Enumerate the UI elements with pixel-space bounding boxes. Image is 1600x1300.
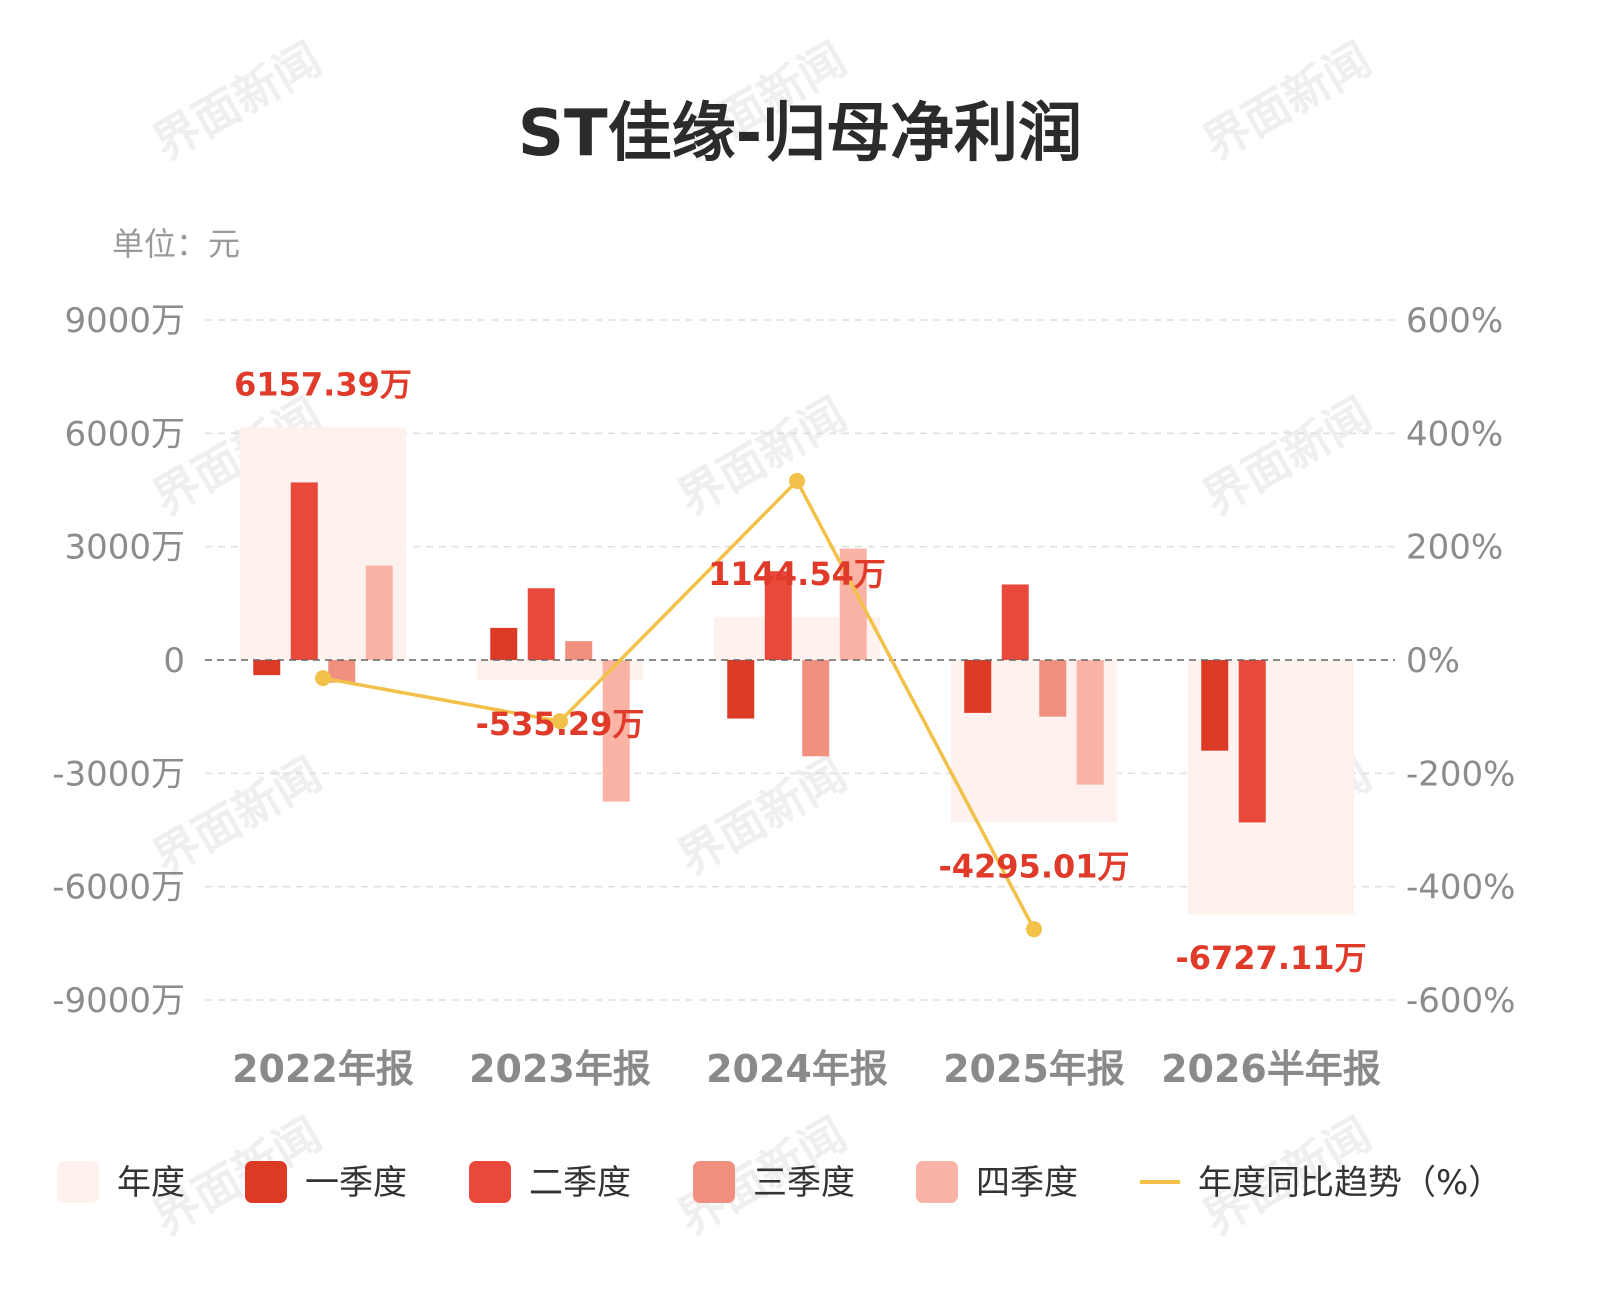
- annual-value-label: -4295.01万: [938, 847, 1129, 885]
- x-axis: 2022年报 2023年报 2024年报 2025年报 2026半年报: [232, 1047, 1381, 1091]
- quarter-bar: [253, 660, 281, 676]
- legend-swatch: [916, 1161, 958, 1203]
- y-axis-left: 9000万 6000万 3000万 0 -3000万 -6000万 -9000万: [52, 301, 185, 1021]
- y-left-tick-label: -9000万: [52, 981, 185, 1021]
- quarter-bar: [328, 660, 356, 683]
- watermark-text: 界面新闻: [144, 32, 330, 171]
- legend-label: 二季度: [529, 1163, 631, 1203]
- chart-title: ST佳缘-归母净利润: [518, 97, 1082, 171]
- legend-swatch: [57, 1161, 99, 1203]
- y-right-tick-label: -600%: [1406, 981, 1515, 1021]
- trend-point: [552, 713, 568, 730]
- y-left-tick-label: 0: [163, 641, 185, 681]
- legend-label: 年度: [117, 1163, 185, 1203]
- quarter-bars: [253, 482, 1266, 823]
- x-tick-label: 2023年报: [469, 1047, 651, 1091]
- trend-polyline: [322, 478, 1036, 930]
- annual-value-label: 6157.39万: [234, 365, 412, 403]
- y-right-tick-label: -400%: [1406, 868, 1515, 908]
- x-tick-label: 2022年报: [232, 1047, 414, 1091]
- watermark-text: 界面新闻: [1194, 32, 1380, 171]
- y-left-tick-label: -6000万: [52, 868, 185, 908]
- annual-bar: [477, 660, 643, 681]
- legend-swatch: [245, 1161, 287, 1203]
- x-tick-label: 2026半年报: [1161, 1047, 1381, 1091]
- quarter-bar: [565, 641, 593, 660]
- quarter-bar: [764, 571, 792, 660]
- legend-label: 四季度: [976, 1163, 1078, 1203]
- trend-point: [1026, 921, 1042, 938]
- y-right-tick-label: 200%: [1406, 528, 1503, 568]
- quarter-bar: [1076, 660, 1104, 785]
- y-right-tick-label: 0%: [1406, 641, 1460, 681]
- watermark-text: 界面新闻: [669, 387, 855, 526]
- annual-labels: 6157.39万 -535.29万 1144.54万 -4295.01万 -6727.1…: [234, 365, 1366, 977]
- quarter-bar: [602, 660, 630, 802]
- quarter-bar: [964, 660, 992, 713]
- y-right-tick-label: 400%: [1406, 414, 1503, 454]
- y-left-tick-label: -3000万: [52, 754, 185, 794]
- trend-point: [789, 472, 805, 489]
- quarter-bar: [1238, 660, 1266, 823]
- x-tick-label: 2025年报: [943, 1047, 1125, 1091]
- watermark-text: 界面新闻: [1194, 387, 1380, 526]
- quarter-bar: [727, 660, 755, 719]
- annual-value-label: -6727.11万: [1175, 939, 1366, 977]
- trend-point: [315, 670, 331, 687]
- quarter-bar: [527, 588, 555, 660]
- y-right-tick-label: -200%: [1406, 754, 1515, 794]
- legend-swatch: [469, 1161, 511, 1203]
- y-left-tick-label: 3000万: [64, 528, 185, 568]
- annual-value-label: 1144.54万: [708, 555, 886, 593]
- legend: 年度 一季度 二季度 三季度 四季度 年度同比趋势（%）: [57, 1161, 1502, 1203]
- annual-value-label: -535.29万: [476, 705, 645, 743]
- trend-line: [315, 472, 1042, 938]
- quarter-bar: [1001, 584, 1029, 660]
- quarter-bar: [290, 482, 318, 660]
- x-tick-label: 2024年报: [706, 1047, 888, 1091]
- quarter-bar: [1039, 660, 1067, 717]
- quarter-bar: [490, 627, 518, 660]
- legend-label: 一季度: [305, 1163, 407, 1203]
- quarter-bar: [365, 565, 393, 660]
- quarter-bar: [802, 660, 830, 757]
- legend-swatch: [693, 1161, 735, 1203]
- y-axis-right: 600% 400% 200% 0% -200% -400% -600%: [1406, 301, 1515, 1021]
- unit-label: 单位：元: [112, 225, 240, 263]
- annual-bars: [240, 427, 1354, 915]
- y-left-tick-label: 6000万: [64, 414, 185, 454]
- quarter-bar: [1201, 660, 1229, 751]
- y-right-tick-label: 600%: [1406, 301, 1503, 341]
- legend-label: 年度同比趋势（%）: [1198, 1163, 1502, 1203]
- watermark-text: 界面新闻: [669, 747, 855, 886]
- y-left-tick-label: 9000万: [64, 301, 185, 341]
- legend-label: 三季度: [753, 1163, 855, 1203]
